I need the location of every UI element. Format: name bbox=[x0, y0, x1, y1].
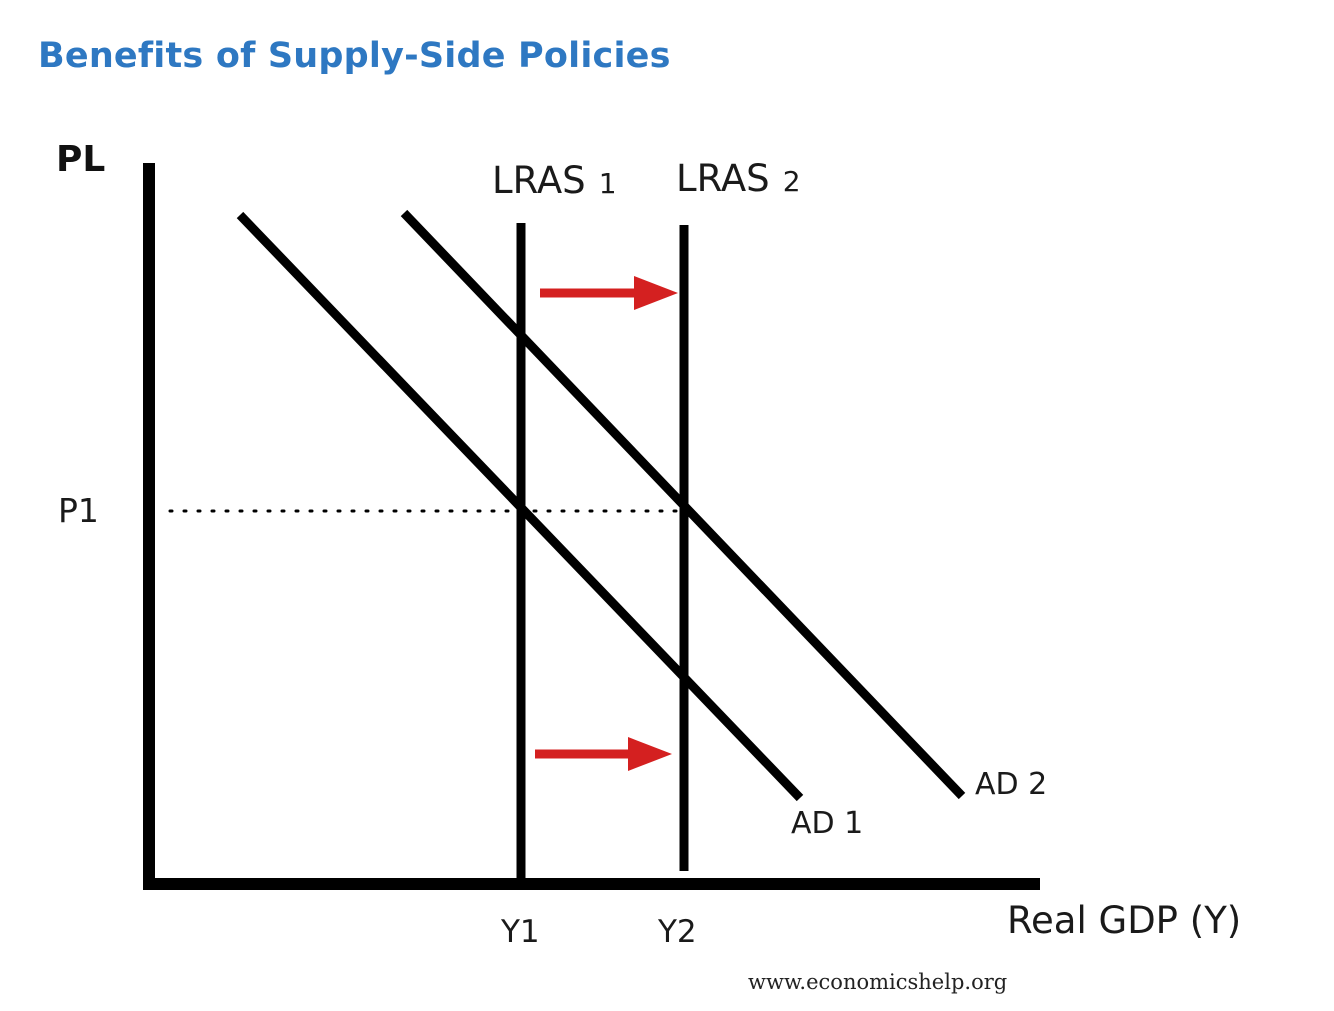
shift-arrow-lower bbox=[535, 737, 672, 771]
ad1-label: AD 1 bbox=[791, 806, 863, 841]
y1-label: Y1 bbox=[500, 914, 540, 950]
lras1-label: LRAS 1 bbox=[492, 159, 617, 202]
y-axis-label: PL bbox=[56, 139, 105, 180]
y2-label: Y2 bbox=[657, 914, 697, 950]
x-axis-label: Real GDP (Y) bbox=[1007, 899, 1241, 942]
shift-arrow-upper bbox=[540, 276, 678, 310]
source-watermark: www.economicshelp.org bbox=[748, 970, 1007, 994]
p1-label: P1 bbox=[58, 491, 99, 530]
ad2-label: AD 2 bbox=[975, 767, 1047, 802]
lras2-label: LRAS 2 bbox=[676, 157, 801, 200]
page-title: Benefits of Supply-Side Policies bbox=[38, 36, 671, 76]
